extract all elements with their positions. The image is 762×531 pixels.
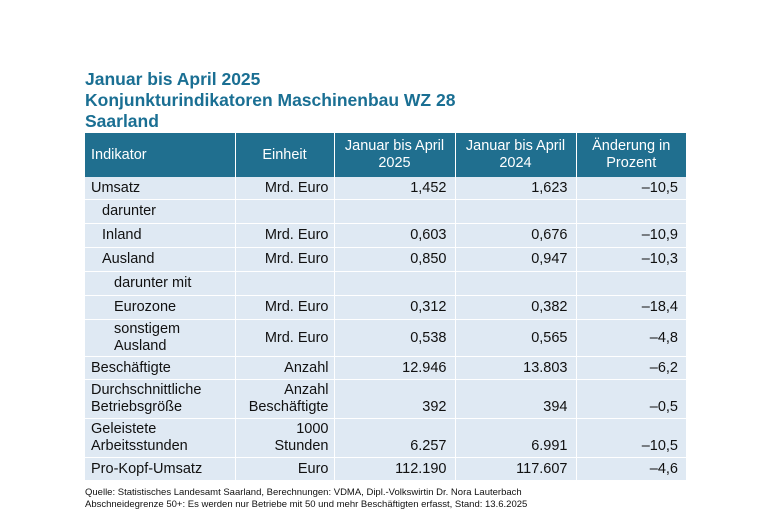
row-unit: Euro xyxy=(235,457,335,481)
row-change xyxy=(576,271,686,296)
row-change: –10,3 xyxy=(576,247,686,272)
row-value-2024: 0,565 xyxy=(455,319,577,357)
row-unit: Mrd. Euro xyxy=(235,319,335,357)
row-label: Ausland xyxy=(85,247,236,272)
row-unit xyxy=(235,271,335,296)
row-label: Durchschnittliche Betriebsgröße xyxy=(85,379,236,419)
row-change: –4,6 xyxy=(576,457,686,481)
row-change: –4,8 xyxy=(576,319,686,357)
header-unit: Einheit xyxy=(235,133,335,177)
title-line-period: Januar bis April 2025 xyxy=(85,69,261,89)
row-value-2024: 394 xyxy=(455,379,577,419)
table-row: Eurozone Mrd. Euro 0,312 0,382 –18,4 xyxy=(85,295,686,320)
row-value-2024 xyxy=(455,199,577,224)
row-value-2025: 112.190 xyxy=(334,457,456,481)
table-header: Indikator Einheit Januar bis April 2025 J… xyxy=(85,133,686,177)
row-label: darunter xyxy=(85,199,236,224)
row-unit: Mrd. Euro xyxy=(235,223,335,248)
row-unit xyxy=(235,199,335,224)
row-value-2025: 0,538 xyxy=(334,319,456,357)
footnote-source: Quelle: Statistisches Landesamt Saarland… xyxy=(85,487,522,498)
row-change: –10,5 xyxy=(576,418,686,458)
row-label: Inland xyxy=(85,223,236,248)
row-change xyxy=(576,199,686,224)
row-value-2025: 0,850 xyxy=(334,247,456,272)
footnote-threshold: Abschneidegrenze 50+: Es werden nur Betr… xyxy=(85,499,528,510)
row-unit: Anzahl Beschäftigte xyxy=(235,379,335,419)
source-footnote: Quelle: Statistisches Landesamt Saarland… xyxy=(85,487,527,511)
row-value-2025: 6.257 xyxy=(334,418,456,458)
row-change: –18,4 xyxy=(576,295,686,320)
row-value-2024: 0,947 xyxy=(455,247,577,272)
table-row: Beschäftigte Anzahl 12.946 13.803 –6,2 xyxy=(85,356,686,380)
table-row: sonstigem Ausland Mrd. Euro 0,538 0,565 –… xyxy=(85,319,686,357)
row-label: Beschäftigte xyxy=(85,356,236,380)
row-value-2024: 0,676 xyxy=(455,223,577,248)
row-label: sonstigem Ausland xyxy=(85,319,236,357)
table-row: darunter mit xyxy=(85,271,686,296)
title-line-subject: Konjunkturindikatoren Maschinenbau WZ 28 xyxy=(85,90,456,110)
table-row: Geleistete Arbeitsstunden 1000 Stunden 6.2… xyxy=(85,418,686,458)
row-value-2024: 13.803 xyxy=(455,356,577,380)
table-row: Pro-Kopf-Umsatz Euro 112.190 117.607 –4,… xyxy=(85,457,686,481)
row-change: –10,9 xyxy=(576,223,686,248)
table-row: Inland Mrd. Euro 0,603 0,676 –10,9 xyxy=(85,223,686,248)
row-label: Geleistete Arbeitsstunden xyxy=(85,418,236,458)
row-change: –10,5 xyxy=(576,177,686,200)
indicator-table: Indikator Einheit Januar bis April 2025 J… xyxy=(85,133,686,481)
row-value-2024: 1,623 xyxy=(455,177,577,200)
row-change: –0,5 xyxy=(576,379,686,419)
row-value-2025 xyxy=(334,199,456,224)
row-value-2024 xyxy=(455,271,577,296)
row-value-2025 xyxy=(334,271,456,296)
page-title: Januar bis April 2025 Konjunkturindikato… xyxy=(85,69,685,132)
table-row: Ausland Mrd. Euro 0,850 0,947 –10,3 xyxy=(85,247,686,272)
title-line-region: Saarland xyxy=(85,111,159,131)
row-value-2024: 0,382 xyxy=(455,295,577,320)
row-value-2025: 0,312 xyxy=(334,295,456,320)
table-row: Durchschnittliche Betriebsgröße Anzahl Bes… xyxy=(85,379,686,419)
row-unit: Mrd. Euro xyxy=(235,247,335,272)
row-value-2024: 117.607 xyxy=(455,457,577,481)
header-2024: Januar bis April 2024 xyxy=(455,133,577,177)
row-value-2024: 6.991 xyxy=(455,418,577,458)
row-unit: Mrd. Euro xyxy=(235,177,335,200)
row-label: darunter mit xyxy=(85,271,236,296)
table-row: Umsatz Mrd. Euro 1,452 1,623 –10,5 xyxy=(85,177,686,200)
row-unit: Anzahl xyxy=(235,356,335,380)
row-label: Eurozone xyxy=(85,295,236,320)
row-label: Umsatz xyxy=(85,177,236,200)
row-unit: Mrd. Euro xyxy=(235,295,335,320)
row-value-2025: 1,452 xyxy=(334,177,456,200)
row-value-2025: 12.946 xyxy=(334,356,456,380)
row-label: Pro-Kopf-Umsatz xyxy=(85,457,236,481)
table-row: darunter xyxy=(85,199,686,224)
header-indicator: Indikator xyxy=(85,133,236,177)
row-change: –6,2 xyxy=(576,356,686,380)
header-2025: Januar bis April 2025 xyxy=(334,133,456,177)
row-unit: 1000 Stunden xyxy=(235,418,335,458)
row-value-2025: 392 xyxy=(334,379,456,419)
header-change: Änderung in Prozent xyxy=(576,133,686,177)
row-value-2025: 0,603 xyxy=(334,223,456,248)
